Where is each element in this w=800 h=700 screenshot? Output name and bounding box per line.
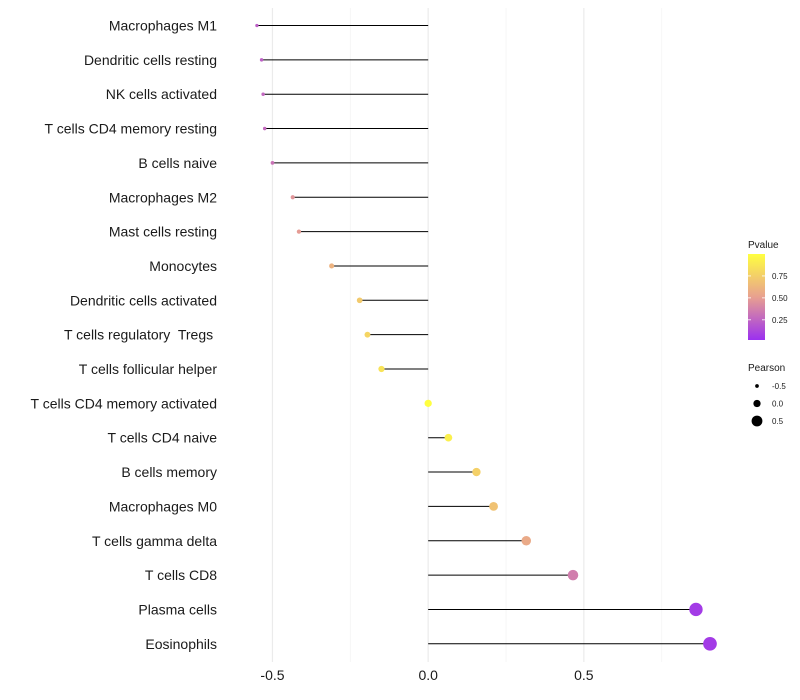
data-point: [329, 263, 335, 269]
x-tick-label: 0.5: [574, 667, 594, 683]
data-point: [444, 433, 453, 442]
category-label: T cells regulatory Tregs: [64, 327, 217, 343]
x-tick-label: -0.5: [260, 667, 284, 683]
data-point: [689, 602, 703, 617]
data-point: [261, 92, 265, 96]
data-point: [290, 195, 295, 200]
size-legend-label: -0.5: [772, 382, 786, 391]
x-axis-ticks: -0.5 0.0 0.5: [260, 667, 593, 683]
data-point: [703, 636, 717, 651]
category-label: Dendritic cells resting: [84, 52, 217, 68]
data-point: [296, 229, 302, 234]
pvalue-colorbar: [748, 254, 765, 340]
category-label: T cells follicular helper: [79, 361, 218, 377]
size-legend-label: 0.5: [772, 417, 784, 426]
category-label: Eosinophils: [145, 636, 217, 652]
category-label: T cells CD4 memory resting: [45, 121, 217, 137]
lollipop-stems: [256, 25, 710, 645]
category-label: NK cells activated: [106, 86, 217, 102]
category-label: T cells CD8: [145, 567, 217, 583]
category-label: T cells gamma delta: [92, 533, 217, 549]
data-point: [424, 399, 432, 407]
category-label: Mast cells resting: [109, 224, 217, 240]
data-point: [364, 331, 371, 338]
category-label: Plasma cells: [138, 601, 217, 617]
data-point: [262, 126, 267, 131]
category-label: Dendritic cells activated: [70, 292, 217, 308]
x-tick-label: 0.0: [418, 667, 438, 683]
category-labels: Macrophages M1 Dendritic cells resting NK …: [31, 18, 218, 652]
category-label: Macrophages M0: [109, 498, 217, 514]
size-legend-dot: [753, 399, 761, 408]
data-point: [259, 58, 264, 62]
size-legend-dot: [751, 415, 763, 427]
pearson-legend-title: Pearson: [748, 363, 785, 374]
pvalue-legend: Pvalue 0.75 0.50 0.25: [748, 240, 788, 340]
category-label: B cells naive: [138, 155, 217, 171]
category-label: Monocytes: [149, 258, 217, 274]
pearson-legend: Pearson -0.5 0.0 0.5: [748, 363, 786, 427]
grid-lines: [271, 8, 663, 662]
category-label: T cells CD4 naive: [108, 430, 218, 446]
data-point: [378, 365, 385, 373]
data-point: [567, 569, 579, 581]
category-label: T cells CD4 memory activated: [31, 395, 217, 411]
lollipop-dots: [255, 23, 717, 651]
data-point: [356, 297, 363, 304]
colorbar-tick-label: 0.50: [772, 294, 788, 303]
colorbar-tick-label: 0.25: [772, 316, 788, 325]
category-label: Macrophages M2: [109, 189, 217, 205]
data-point: [270, 161, 275, 165]
data-point: [489, 502, 498, 511]
data-point: [472, 467, 481, 477]
pvalue-legend-title: Pvalue: [748, 240, 779, 251]
data-point: [255, 23, 259, 28]
category-label: Macrophages M1: [109, 18, 217, 34]
size-legend-label: 0.0: [772, 400, 784, 409]
data-point: [521, 536, 532, 546]
size-legend-dot: [755, 384, 759, 388]
colorbar-tick-label: 0.75: [772, 272, 788, 281]
category-label: B cells memory: [121, 464, 217, 480]
